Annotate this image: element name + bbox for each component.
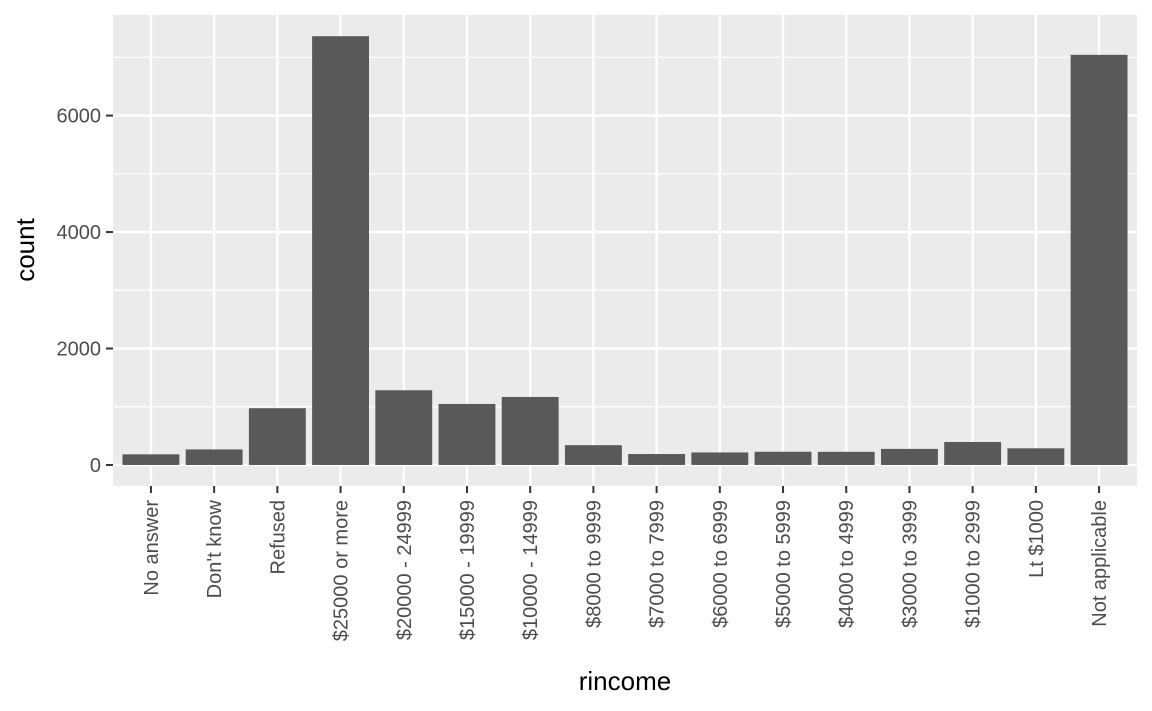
x-tick-label: Refused bbox=[267, 500, 289, 575]
x-axis-title: rincome bbox=[579, 666, 671, 696]
y-tick-label: 0 bbox=[90, 455, 101, 477]
x-tick-label: $1000 to 2999 bbox=[963, 500, 985, 628]
x-tick-label: $7000 to 7999 bbox=[647, 500, 669, 628]
x-tick-label: $25000 or more bbox=[331, 500, 353, 641]
bar bbox=[754, 451, 812, 465]
x-tick-label: $3000 to 3999 bbox=[899, 500, 921, 628]
bar bbox=[185, 449, 243, 465]
bar bbox=[881, 448, 938, 465]
bar bbox=[564, 445, 622, 465]
y-tick-label: 2000 bbox=[57, 339, 102, 361]
bar bbox=[501, 396, 559, 465]
bars bbox=[122, 36, 1128, 465]
bar bbox=[375, 390, 433, 465]
bar bbox=[248, 408, 306, 465]
bar bbox=[122, 454, 180, 465]
x-tick-label: $5000 to 5999 bbox=[773, 500, 795, 628]
x-tick-label: $8000 to 9999 bbox=[583, 500, 605, 628]
bar bbox=[312, 36, 369, 465]
x-tick-label: Lt $1000 bbox=[1026, 500, 1048, 578]
x-axis: No answer Don't know Refused $25000 or more… bbox=[141, 486, 1111, 641]
x-tick-label: Don't know bbox=[204, 499, 226, 598]
y-axis-title: count bbox=[10, 217, 40, 281]
x-tick-label: $10000 - 14999 bbox=[520, 500, 542, 640]
x-tick-label: $20000 - 24999 bbox=[394, 500, 416, 640]
x-tick-label: Not applicable bbox=[1089, 500, 1111, 627]
y-axis: 0 2000 4000 6000 bbox=[57, 106, 113, 477]
plot-panel bbox=[113, 15, 1137, 486]
y-tick-label: 4000 bbox=[57, 222, 102, 244]
minor-grid bbox=[113, 56, 1137, 408]
bar bbox=[817, 451, 875, 465]
major-grid bbox=[113, 15, 1137, 486]
bar bbox=[691, 452, 749, 465]
bar bbox=[1007, 448, 1065, 465]
bar bbox=[628, 454, 686, 465]
bar bbox=[1070, 54, 1128, 465]
bar bbox=[438, 403, 496, 465]
bar bbox=[944, 441, 1002, 465]
x-tick-label: $6000 to 6999 bbox=[710, 500, 732, 628]
x-tick-label: $15000 - 19999 bbox=[457, 500, 479, 640]
y-tick-label: 6000 bbox=[57, 106, 102, 128]
x-tick-label: No answer bbox=[141, 500, 163, 596]
x-tick-label: $4000 to 4999 bbox=[836, 500, 858, 628]
